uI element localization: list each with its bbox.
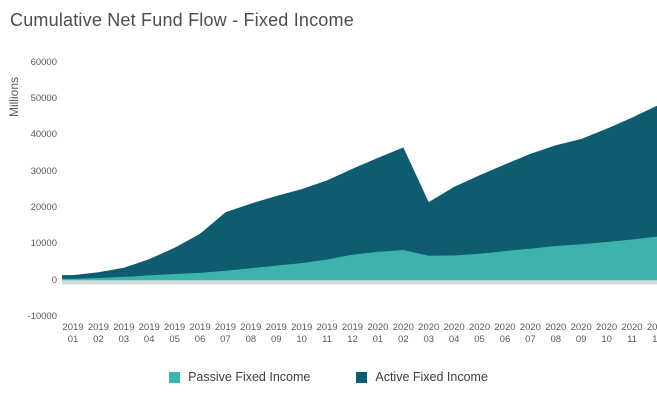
y-tick-label: 20000 bbox=[30, 201, 57, 213]
x-tick-year: 2019 bbox=[87, 322, 109, 333]
x-tick-year: 2019 bbox=[113, 322, 135, 333]
y-tick-label: 60000 bbox=[30, 56, 57, 68]
x-tick-year: 2019 bbox=[316, 322, 338, 333]
legend-label: Passive Fixed Income bbox=[188, 370, 311, 384]
x-tick-month: 09 bbox=[270, 334, 282, 345]
x-tick-label: 2019 07 bbox=[208, 322, 242, 346]
x-tick-year: 2019 bbox=[138, 322, 160, 333]
legend: Passive Fixed Income Active Fixed Income bbox=[0, 370, 657, 384]
x-tick-label: 202012 bbox=[640, 322, 657, 346]
y-tick-label: 10000 bbox=[30, 238, 57, 250]
x-tick-label: 2020 08 bbox=[539, 322, 573, 346]
x-tick-month: 07 bbox=[525, 334, 536, 345]
x-tick-month: 06 bbox=[499, 334, 511, 345]
x-tick-year: 2020 bbox=[646, 322, 657, 333]
x-tick-year: 2020 bbox=[468, 322, 491, 333]
legend-swatch-icon bbox=[169, 371, 181, 383]
x-tick-month: 10 bbox=[296, 334, 307, 345]
x-tick-label: 2019 10 bbox=[285, 322, 319, 346]
x-tick-year: 2019 bbox=[189, 322, 211, 333]
x-tick-year: 2019 bbox=[62, 322, 84, 333]
x-tick-label: 2019 12 bbox=[336, 322, 370, 346]
legend-label: Active Fixed Income bbox=[375, 370, 488, 384]
x-tick-year: 2019 bbox=[291, 322, 313, 333]
x-tick-month: 11 bbox=[627, 334, 637, 345]
x-tick-month: 01 bbox=[67, 334, 79, 345]
x-tick-month: 08 bbox=[550, 334, 562, 345]
x-tick-year: 2020 bbox=[570, 322, 592, 333]
x-tick-year: 2020 bbox=[545, 322, 567, 333]
x-tick-year: 2020 bbox=[443, 322, 465, 333]
x-tick-label: 2020 10 bbox=[590, 322, 624, 346]
x-tick-year: 2020 bbox=[392, 322, 414, 333]
x-tick-year: 2020 bbox=[494, 322, 516, 333]
y-tick-label: 0 bbox=[51, 274, 57, 286]
x-tick-label: 2019 09 bbox=[259, 322, 293, 346]
y-tick-label: 40000 bbox=[30, 129, 57, 141]
x-axis-line bbox=[62, 281, 657, 285]
x-tick-label: 2020 09 bbox=[564, 322, 598, 346]
x-tick-month: 01 bbox=[372, 334, 384, 345]
x-tick-year: 2020 bbox=[621, 322, 643, 333]
x-tick-year: 2019 bbox=[164, 322, 186, 333]
x-tick-month: 09 bbox=[575, 334, 587, 345]
active-fixed-income-area[interactable] bbox=[62, 105, 657, 281]
legend-item[interactable]: Active Fixed Income bbox=[356, 370, 488, 384]
x-tick-label: 2019 06 bbox=[183, 322, 217, 346]
x-tick-month: 12 bbox=[347, 334, 358, 345]
x-tick-label: 2019 03 bbox=[107, 322, 141, 346]
x-tick-year: 2020 bbox=[367, 322, 389, 333]
y-tick-label: 30000 bbox=[30, 165, 57, 177]
x-tick-month: 05 bbox=[474, 334, 485, 345]
x-tick-month: 06 bbox=[194, 334, 206, 345]
x-tick-month: 05 bbox=[169, 334, 180, 345]
x-tick-label: 2020 07 bbox=[513, 322, 547, 346]
x-tick-month: 12 bbox=[652, 334, 657, 345]
x-tick-label: 2020 04 bbox=[437, 322, 471, 346]
x-tick-month: 02 bbox=[93, 334, 104, 345]
x-tick-month: 03 bbox=[118, 334, 130, 345]
x-tick-year: 2019 bbox=[240, 322, 262, 333]
x-tick-label: 2019 01 bbox=[56, 322, 90, 346]
x-tick-label: 2019 11 bbox=[310, 322, 344, 346]
x-tick-month: 08 bbox=[245, 334, 257, 345]
x-tick-year: 2020 bbox=[519, 322, 541, 333]
x-tick-year: 2020 bbox=[596, 322, 618, 333]
x-tick-year: 2019 bbox=[214, 322, 237, 333]
x-tick-year: 2020 bbox=[418, 322, 440, 333]
x-tick-label: 2020 01 bbox=[361, 322, 395, 346]
x-tick-month: 03 bbox=[423, 334, 435, 345]
chart-title: Cumulative Net Fund Flow - Fixed Income bbox=[10, 10, 354, 30]
x-tick-month: 02 bbox=[398, 334, 409, 345]
x-tick-label: 2019 05 bbox=[158, 322, 192, 346]
x-tick-month: 11 bbox=[322, 334, 333, 345]
x-tick-label: 2020 11 bbox=[615, 322, 649, 346]
y-tick-label: 50000 bbox=[30, 93, 57, 105]
x-tick-month: 10 bbox=[601, 334, 612, 345]
x-tick-label: 2019 02 bbox=[81, 322, 115, 346]
x-tick-label: 2020 03 bbox=[412, 322, 446, 346]
x-tick-year: 2019 bbox=[341, 322, 364, 333]
x-tick-label: 2019 08 bbox=[234, 322, 268, 346]
legend-item[interactable]: Passive Fixed Income bbox=[169, 370, 310, 384]
y-tick-label: -10000 bbox=[27, 310, 57, 322]
x-tick-year: 2019 bbox=[265, 322, 287, 333]
x-tick-month: 07 bbox=[220, 334, 231, 345]
x-tick-label: 2020 02 bbox=[386, 322, 420, 346]
x-tick-month: 04 bbox=[143, 334, 155, 345]
passive-fixed-income-area[interactable] bbox=[62, 236, 657, 281]
legend-swatch-icon bbox=[356, 371, 368, 383]
x-tick-month: 04 bbox=[448, 334, 460, 345]
x-tick-label: 2020 06 bbox=[488, 322, 522, 346]
x-tick-label: 2019 04 bbox=[132, 322, 166, 346]
x-tick-label: 2020 05 bbox=[463, 322, 497, 346]
